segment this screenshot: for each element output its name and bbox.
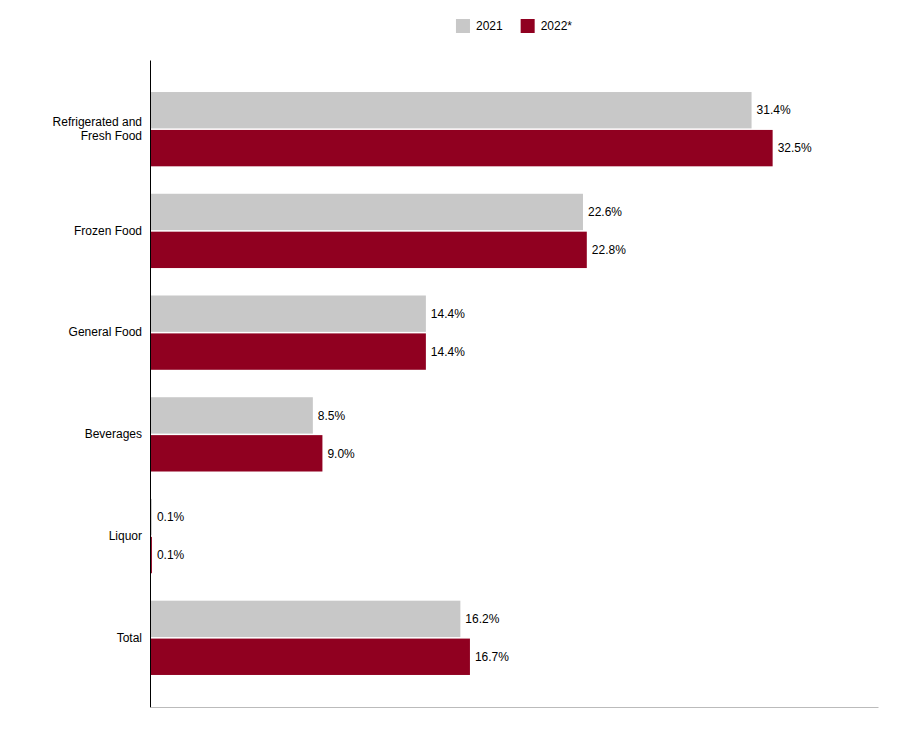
legend-label: 2022* xyxy=(541,19,573,33)
bar xyxy=(150,295,426,331)
data-labels: 16.2% 0.1% 8.5% 14.4% 22.6% 31.4% 16.7% 0.1% 9.0… xyxy=(157,103,812,664)
data-label: 32.5% xyxy=(778,141,812,155)
data-label: 22.6% xyxy=(588,205,622,219)
y-tick-label: Beverages xyxy=(85,427,142,441)
y-tick: Refrigerated andFresh Food xyxy=(53,115,142,142)
y-axis-line xyxy=(150,61,151,708)
y-axis: Total Liquor Beverages General Food Frozen F… xyxy=(53,61,151,708)
legend-label: 2021 xyxy=(476,19,503,33)
data-label: 8.5% xyxy=(318,409,346,423)
data-label: 31.4% xyxy=(757,103,791,117)
bar xyxy=(150,639,470,675)
y-tick: Liquor xyxy=(109,529,142,543)
bar xyxy=(150,435,322,471)
y-tick: Total xyxy=(117,631,142,645)
chart-container: 16.2% 0.1% 8.5% 14.4% 22.6% 31.4% 16.7% 0.1% 9.0… xyxy=(0,0,918,737)
bar xyxy=(150,397,313,433)
legend-swatch xyxy=(521,19,535,33)
legend-item: 2022* xyxy=(521,19,573,33)
plot-area: 16.2% 0.1% 8.5% 14.4% 22.6% 31.4% 16.7% 0.1% 9.0… xyxy=(53,61,879,708)
y-tick: Beverages xyxy=(85,427,142,441)
chart-svg: 16.2% 0.1% 8.5% 14.4% 22.6% 31.4% 16.7% 0.1% 9.0… xyxy=(0,0,918,737)
y-tick: Frozen Food xyxy=(74,224,142,238)
legend-swatch xyxy=(456,19,470,33)
bar xyxy=(150,601,460,637)
y-tick-label: Liquor xyxy=(109,529,142,543)
bars xyxy=(150,92,773,675)
data-label: 16.7% xyxy=(475,650,509,664)
data-label: 22.8% xyxy=(592,243,626,257)
bar-series xyxy=(150,92,752,637)
data-label: 14.4% xyxy=(431,345,465,359)
y-tick-label: General Food xyxy=(69,325,142,339)
x-axis-line xyxy=(151,707,879,708)
bar xyxy=(150,232,587,268)
data-label: 14.4% xyxy=(431,307,465,321)
y-tick-label: Total xyxy=(117,631,142,645)
bar xyxy=(150,333,426,369)
data-label: 0.1% xyxy=(157,510,185,524)
data-label: 9.0% xyxy=(327,447,355,461)
bar-series xyxy=(150,130,773,675)
bar xyxy=(150,92,752,128)
y-tick-label: Refrigerated andFresh Food xyxy=(53,115,142,142)
bar xyxy=(150,130,773,166)
bar xyxy=(150,194,583,230)
x-axis xyxy=(151,707,879,708)
legend: 2021 2022* xyxy=(456,19,572,33)
y-tick-label: Frozen Food xyxy=(74,224,142,238)
y-tick: General Food xyxy=(69,325,142,339)
legend-item: 2021 xyxy=(456,19,503,33)
data-label: 0.1% xyxy=(157,548,185,562)
data-label: 16.2% xyxy=(465,612,499,626)
